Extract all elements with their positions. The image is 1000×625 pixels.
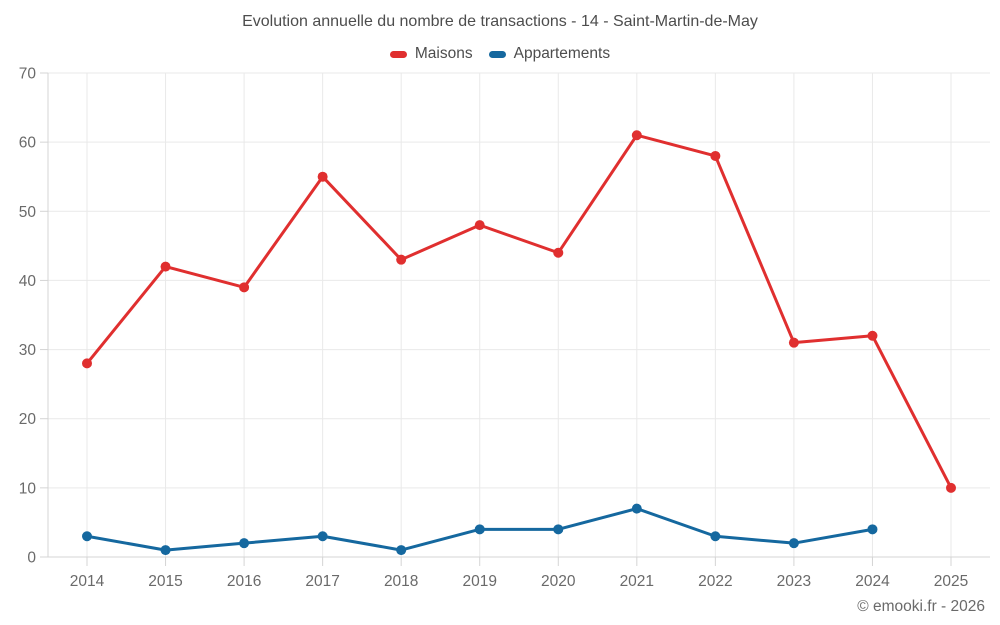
legend-label-maisons: Maisons xyxy=(414,45,473,62)
chart-title: Evolution annuelle du nombre de transact… xyxy=(242,13,758,30)
svg-text:2016: 2016 xyxy=(227,573,261,590)
svg-text:70: 70 xyxy=(19,66,37,83)
svg-text:60: 60 xyxy=(19,135,37,152)
svg-text:30: 30 xyxy=(19,342,37,359)
svg-text:2021: 2021 xyxy=(620,573,654,590)
svg-text:2025: 2025 xyxy=(934,573,968,590)
svg-text:2019: 2019 xyxy=(462,573,496,590)
copyright-text: © emooki.fr - 2026 xyxy=(857,598,985,615)
legend-item-appartements[interactable]: Appartements xyxy=(488,45,611,63)
svg-text:0: 0 xyxy=(27,550,36,567)
svg-text:2022: 2022 xyxy=(698,573,732,590)
svg-text:2015: 2015 xyxy=(148,573,182,590)
svg-text:2014: 2014 xyxy=(70,573,105,590)
appartements-series-swatch-icon xyxy=(488,50,506,58)
svg-text:10: 10 xyxy=(19,480,37,497)
svg-text:2024: 2024 xyxy=(855,573,890,590)
svg-text:2023: 2023 xyxy=(777,573,811,590)
maisons-series-swatch-icon xyxy=(389,50,407,58)
legend: Maisons Appartements xyxy=(0,45,1000,63)
legend-item-maisons[interactable]: Maisons xyxy=(389,45,473,63)
svg-text:20: 20 xyxy=(19,411,37,428)
svg-text:2017: 2017 xyxy=(305,573,339,590)
svg-text:2018: 2018 xyxy=(384,573,418,590)
svg-text:40: 40 xyxy=(19,273,37,290)
svg-text:50: 50 xyxy=(19,204,37,221)
legend-label-appartements: Appartements xyxy=(513,45,611,62)
svg-text:2020: 2020 xyxy=(541,573,576,590)
